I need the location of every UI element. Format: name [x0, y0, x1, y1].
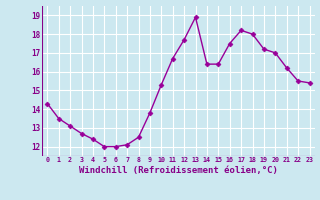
X-axis label: Windchill (Refroidissement éolien,°C): Windchill (Refroidissement éolien,°C): [79, 166, 278, 175]
